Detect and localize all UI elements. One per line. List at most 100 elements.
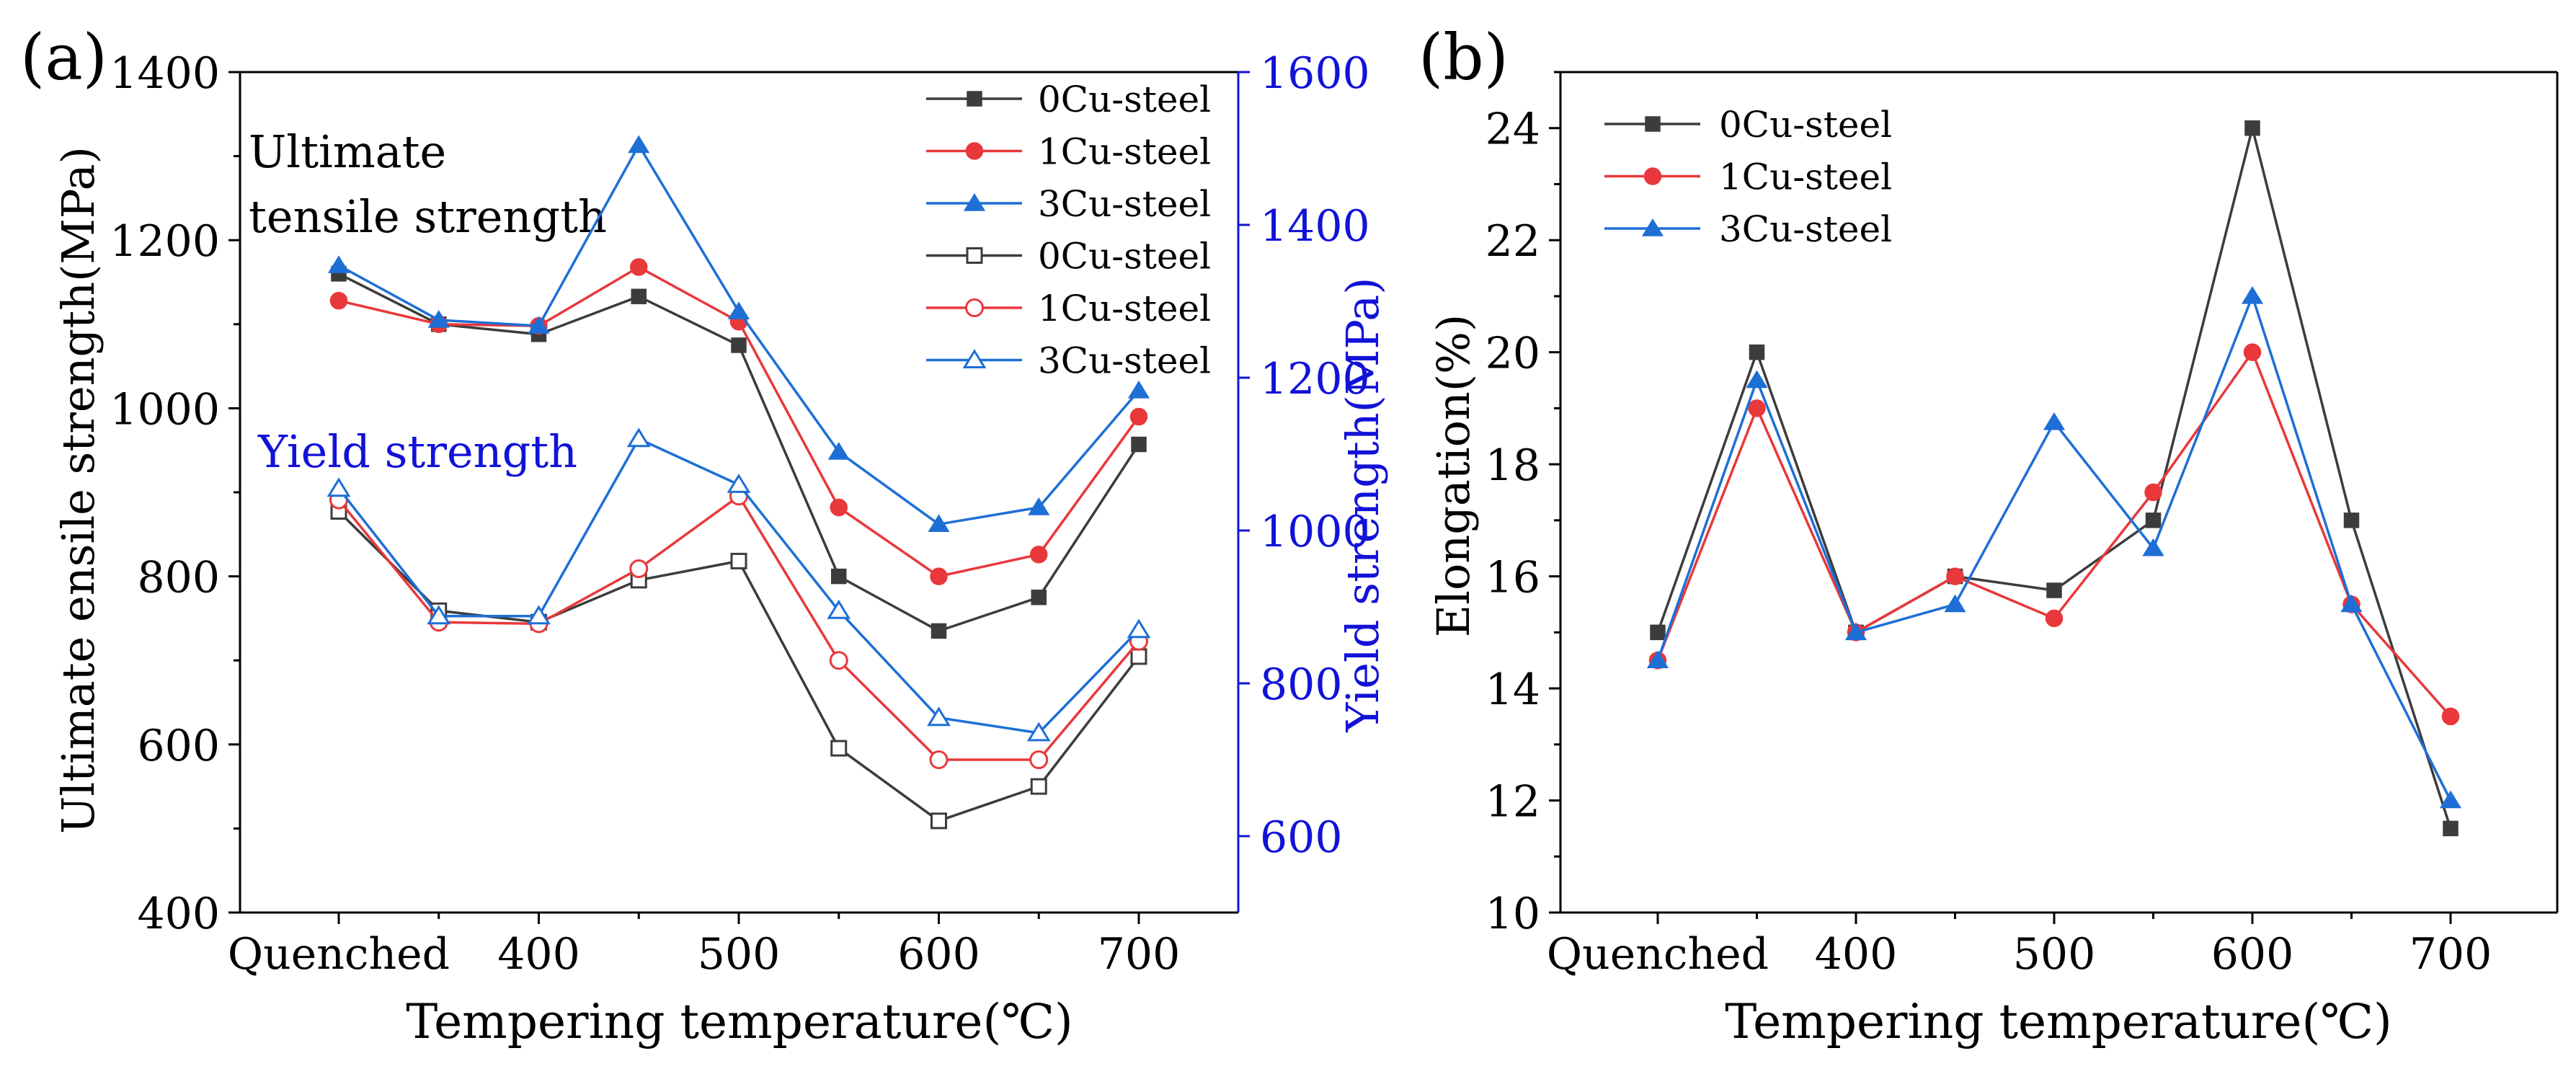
- legend-label: 1Cu-steel: [1719, 156, 1892, 198]
- data-point: [731, 337, 747, 353]
- data-point: [930, 567, 948, 585]
- x-axis-title: Tempering temperature(℃): [1725, 994, 2392, 1049]
- data-point: [1028, 497, 1050, 515]
- series-ys-0Cu-steel: [330, 503, 1147, 830]
- data-point: [831, 568, 847, 585]
- legend-marker: [965, 142, 984, 160]
- data-point: [2441, 707, 2460, 726]
- data-point: [2145, 512, 2162, 528]
- data-point: [628, 135, 650, 154]
- data-point: [329, 291, 348, 310]
- data-point: [931, 623, 947, 639]
- y-axis-title: Elongation(%): [1427, 314, 1480, 637]
- data-point: [931, 812, 947, 830]
- data-point: [1129, 407, 1148, 426]
- data-point: [730, 552, 747, 569]
- legend-label: 1Cu-steel: [1038, 131, 1211, 173]
- data-point: [1029, 750, 1049, 769]
- legend-marker: [966, 247, 983, 264]
- y-tick-label: 600: [137, 721, 220, 771]
- y-tick-label: 10: [1485, 889, 1540, 939]
- x-tick-label: 600: [2211, 929, 2294, 980]
- data-point: [1131, 436, 1147, 453]
- legend-label: 3Cu-steel: [1038, 340, 1211, 382]
- legend-marker: [1641, 218, 1664, 236]
- y2-tick-label: 1200: [1260, 354, 1370, 404]
- data-point: [527, 605, 551, 625]
- x-tick-label: 400: [497, 929, 580, 980]
- data-point: [827, 442, 850, 460]
- data-point: [2443, 820, 2459, 837]
- data-point: [2244, 120, 2260, 136]
- y2-axis-title: Yield strength(MPa): [1336, 278, 1389, 733]
- x-axis-title: Tempering temperature(℃): [406, 994, 1073, 1049]
- y-tick-label: 20: [1485, 329, 1540, 379]
- data-point: [2439, 790, 2462, 809]
- y2-tick-label: 1400: [1260, 201, 1370, 252]
- series-elongation-3Cu-steel: [1646, 285, 2462, 809]
- legend-label: 0Cu-steel: [1038, 79, 1211, 120]
- x-tick-label: Quenched: [228, 929, 450, 980]
- annotation-yield: Yield strength: [257, 425, 577, 478]
- legend-marker: [962, 349, 987, 368]
- legend-marker: [967, 91, 982, 107]
- data-point: [626, 427, 651, 448]
- data-point: [2343, 512, 2360, 528]
- data-point: [427, 310, 450, 328]
- data-point: [1030, 546, 1048, 564]
- y-tick-label: 1200: [110, 216, 220, 267]
- data-point: [727, 474, 751, 493]
- series-line: [337, 494, 1140, 761]
- series-ys-1Cu-steel: [329, 487, 1148, 769]
- legend-label: 0Cu-steel: [1719, 104, 1892, 146]
- legend: 0Cu-steel 1Cu-steel 3Cu-steel 0Cu-steel 1Cu-…: [926, 79, 1211, 382]
- data-point: [827, 599, 851, 619]
- data-point: [2045, 609, 2064, 628]
- data-point: [1646, 650, 1669, 668]
- data-point: [1130, 648, 1147, 665]
- annotation-uts-line2: tensile strength: [249, 190, 607, 243]
- data-point: [327, 255, 350, 273]
- legend-marker: [963, 193, 986, 211]
- y-tick-label: 12: [1485, 777, 1540, 827]
- data-point: [2142, 538, 2164, 556]
- x-tick-label: 700: [2410, 929, 2492, 980]
- data-point: [2241, 285, 2264, 304]
- data-point: [629, 559, 649, 578]
- data-point: [1650, 624, 1666, 641]
- x-tick-label: 500: [698, 929, 781, 980]
- data-point: [1749, 344, 1765, 360]
- data-point: [830, 740, 848, 757]
- y2-tick-label: 1000: [1260, 507, 1370, 557]
- legend-marker: [1645, 116, 1661, 132]
- series-uts-3Cu-steel: [327, 135, 1150, 533]
- data-point: [1031, 590, 1047, 605]
- series-ys-3Cu-steel: [327, 427, 1151, 742]
- y-tick-label: 1400: [110, 48, 220, 99]
- y-axis-title: Ultimate ensile strength(MPa): [52, 146, 105, 834]
- data-point: [1127, 618, 1151, 639]
- data-point: [528, 316, 550, 334]
- legend-marker: [1643, 167, 1662, 185]
- data-point: [727, 301, 750, 320]
- y-tick-label: 18: [1485, 440, 1540, 491]
- data-point: [1944, 594, 1966, 613]
- y-tick-label: 1000: [110, 384, 220, 435]
- data-point: [927, 706, 951, 727]
- legend-label: 1Cu-steel: [1038, 288, 1211, 329]
- data-point: [1026, 722, 1051, 742]
- y-tick-label: 400: [137, 889, 220, 939]
- data-point: [929, 750, 949, 769]
- data-point: [327, 477, 351, 497]
- data-point: [1746, 370, 1768, 389]
- legend-label: 3Cu-steel: [1719, 208, 1892, 250]
- panel-a: (a) 400 600 800 1000 1200 1400 600 800 1000 1200 14…: [20, 20, 1389, 1049]
- data-point: [1946, 567, 1964, 585]
- series-elongation-1Cu-steel: [1648, 343, 2460, 726]
- panel-b: (b) 10 12 14 16 18 20 22 24 Quenched 400 500 600 700 T…: [1418, 20, 2559, 1049]
- data-point: [829, 651, 848, 670]
- data-point: [830, 498, 848, 517]
- x-tick-label: 700: [1098, 929, 1181, 980]
- legend-label: 0Cu-steel: [1038, 236, 1211, 278]
- data-point: [1748, 399, 1766, 417]
